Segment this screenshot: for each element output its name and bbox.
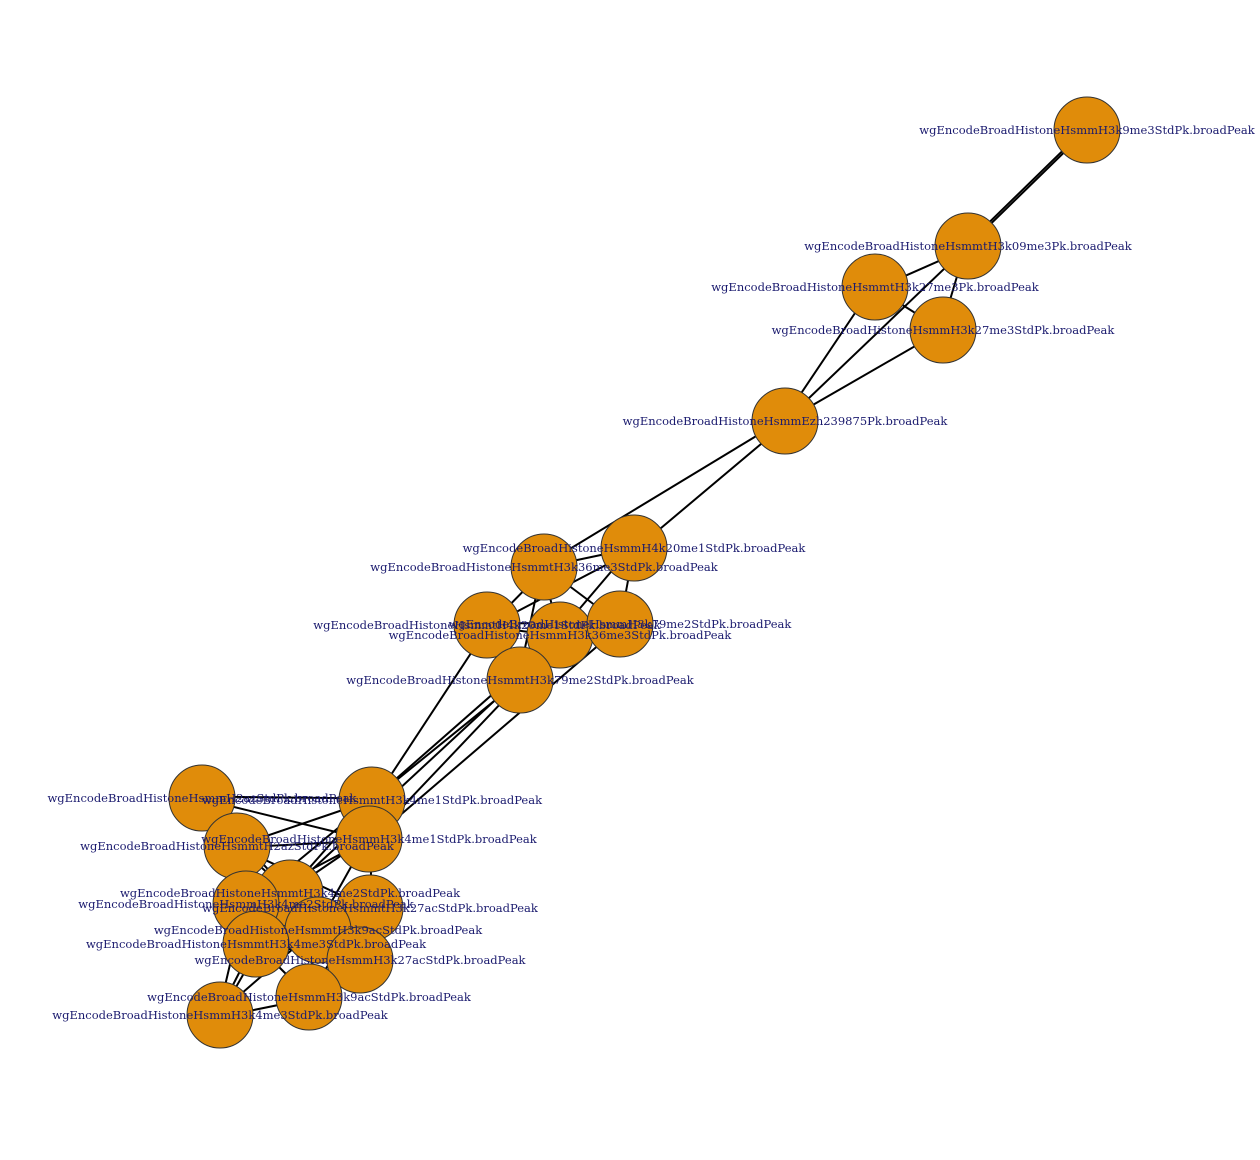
node-label-n22: wgEncodeBroadHistoneHsmmH3k9acStdPk.broa… [147,990,472,1004]
node-n23 [186,981,254,1049]
node-n15 [335,805,403,873]
node-label-n8: wgEncodeBroadHistoneHsmmtH4k20me1StdPk.b… [313,618,661,632]
node-n3 [841,253,909,321]
node-label-n1: wgEncodeBroadHistoneHsmmH3k9me3StdPk.bro… [919,123,1255,137]
edge-n11-n16 [287,677,520,893]
node-label-n18: wgEncodeBroadHistoneHsmmtH3k27acStdPk.br… [202,901,539,915]
node-n6 [600,514,668,582]
node-n7 [510,533,578,601]
node-label-n15: wgEncodeBroadHistoneHsmmH3k4me1StdPk.bro… [201,832,537,846]
node-n12 [168,764,236,832]
edge-n2-n5 [784,245,969,422]
node-n2 [934,212,1002,280]
edge-n8-n13 [372,625,490,803]
node-label-n6: wgEncodeBroadHistoneHsmmH4k20me1StdPk.br… [463,541,807,555]
node-label-n4: wgEncodeBroadHistoneHsmmH3k27me3StdPk.br… [772,323,1116,337]
node-label-n5: wgEncodeBroadHistoneHsmmEzh239875Pk.broa… [623,414,949,428]
node-n5 [751,387,819,455]
node-label-n9: wgEncodeBroadHistoneHsmmH3k36me3StdPk.br… [389,628,733,642]
node-label-n14: wgEncodeBroadHistoneHsmmtH2azStdPk.broad… [80,839,395,853]
node-n1 [1053,96,1121,164]
node-label-n11: wgEncodeBroadHistoneHsmmtH3k79me2StdPk.b… [346,673,694,687]
node-label-n12: wgEncodeBroadHistoneHsmmH2azStdPk.broadP… [47,791,357,805]
node-n11 [486,646,554,714]
node-label-n7: wgEncodeBroadHistoneHsmmtH3k36me3StdPk.b… [370,560,718,574]
node-n22 [275,963,343,1031]
node-label-n10: wgEncodeBroadHistoneHsmmH3k79me2StdPk.br… [449,617,793,631]
node-n21 [326,926,394,994]
node-label-n17: wgEncodeBroadHistoneHsmmH3k4me2StdPk.bro… [78,897,414,911]
node-n20 [222,910,290,978]
node-label-n21: wgEncodeBroadHistoneHsmmH3k27acStdPk.bro… [194,953,526,967]
node-label-n16: wgEncodeBroadHistoneHsmmtH3k4me2StdPk.br… [120,886,461,900]
node-label-n20: wgEncodeBroadHistoneHsmmtH3k4me3StdPk.br… [86,937,427,951]
node-label-n13: wgEncodeBroadHistoneHsmmtH3k4me1StdPk.br… [202,793,543,807]
node-layer: wgEncodeBroadHistoneHsmmH3k9me3StdPk.bro… [47,96,1256,1049]
node-label-n2: wgEncodeBroadHistoneHsmmtH3k09me3Pk.broa… [804,239,1133,253]
node-label-n19: wgEncodeBroadHistoneHsmmtH3k9acStdPk.bro… [154,923,483,937]
node-label-n3: wgEncodeBroadHistoneHsmmtH3k27me3Pk.broa… [711,280,1040,294]
node-n8 [453,591,521,659]
node-label-n23: wgEncodeBroadHistoneHsmmH3k4me3StdPk.bro… [52,1008,388,1022]
node-n10 [586,590,654,658]
edge-n5-n7 [541,418,785,567]
node-n4 [909,296,977,364]
